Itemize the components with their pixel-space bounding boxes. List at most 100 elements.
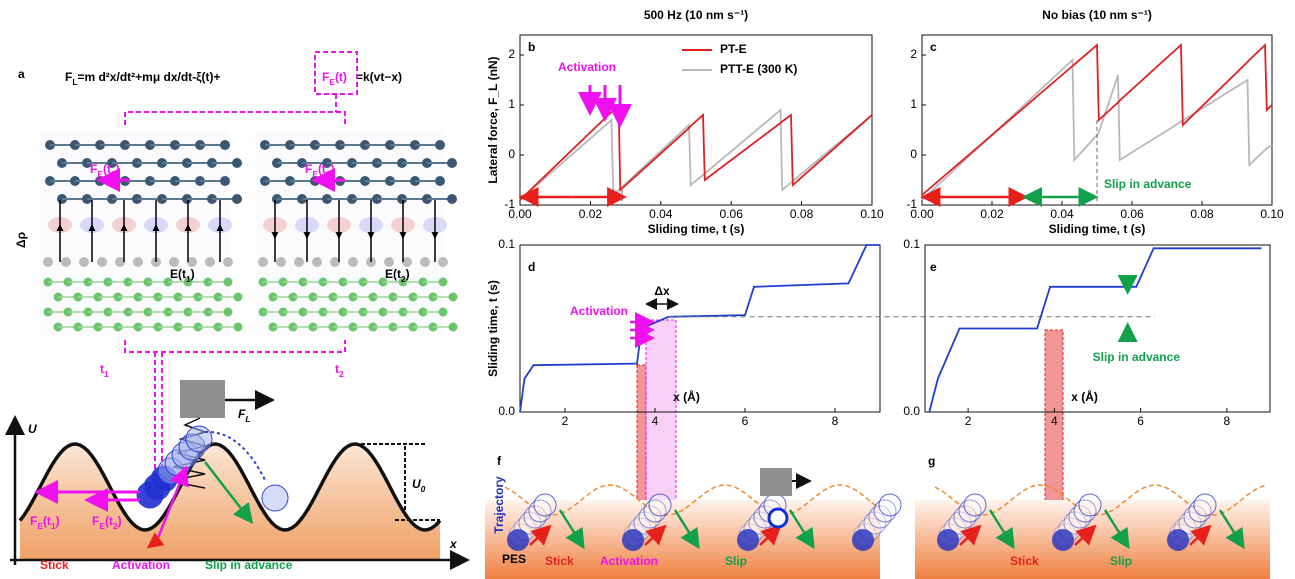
x-tick-label: 6 — [742, 414, 749, 428]
atom — [234, 293, 243, 302]
force-label-part: (t — [318, 162, 326, 176]
field-arrow: ▼ — [365, 228, 377, 242]
bracket — [125, 94, 345, 125]
equation-part: F — [65, 70, 72, 84]
atom — [61, 257, 71, 267]
panel-label: c — [930, 40, 937, 54]
field-label-part: ) — [191, 267, 195, 281]
trajectory-ghost — [879, 494, 901, 516]
trajectory-tip — [852, 529, 874, 551]
panel-label: d — [528, 260, 535, 274]
atom — [79, 257, 89, 267]
stick-label: Stick — [40, 558, 69, 572]
field-arrow: ▲ — [214, 220, 226, 234]
panel-label: e — [930, 260, 937, 274]
atom — [438, 257, 448, 267]
x-tick-label: 6 — [1137, 414, 1144, 428]
atom — [439, 308, 448, 317]
y-tick-label: 1 — [910, 97, 917, 111]
atom — [435, 140, 445, 150]
x-tick-label: 0.06 — [720, 207, 744, 221]
trajectory-tip — [737, 529, 759, 551]
atom — [232, 158, 242, 168]
trajectory-tip — [507, 529, 529, 551]
activation-label: Activation — [600, 554, 658, 568]
x-tick-label: 0.06 — [1120, 207, 1144, 221]
field-arrow: ▼ — [269, 228, 281, 242]
x-tick-label: 4 — [652, 414, 659, 428]
atom — [294, 257, 304, 267]
activation-label: Activation — [112, 558, 170, 572]
trajectory-label: Trajectory — [492, 476, 506, 534]
trajectory-tip — [1052, 529, 1074, 551]
y-axis-label: Lateral force, F_L (nN) — [486, 56, 500, 183]
stick-label: Stick — [545, 554, 574, 568]
atom — [223, 257, 233, 267]
u0-label-part: U — [412, 477, 421, 491]
atom — [205, 257, 215, 267]
atom — [220, 140, 230, 150]
time-label-part: 2 — [339, 369, 344, 379]
trajectory-ghost — [964, 494, 986, 516]
structure-image: ▼▼▼▼▼▼ — [255, 130, 458, 335]
panel-label: a — [18, 67, 25, 81]
y-tick-label: 1 — [508, 97, 515, 111]
atom — [384, 257, 394, 267]
field-arrow: ▲ — [86, 220, 98, 234]
tip-ghost — [186, 426, 212, 452]
equation-part: =m d²x/dt²+mμ dx/dt-ξ(t)+ — [77, 70, 220, 84]
trajectory-tip — [1167, 529, 1189, 551]
trajectory-ghost — [534, 494, 556, 516]
tip — [262, 485, 288, 511]
tip — [769, 509, 787, 527]
x-tick-label: 2 — [965, 414, 972, 428]
y-tick-label: 0.0 — [903, 404, 920, 418]
force-label-part: ) — [56, 514, 60, 528]
chart-title: No bias (10 nm s⁻¹) — [1042, 8, 1152, 22]
annotation: Activation — [570, 304, 628, 318]
force-label-part: F — [90, 162, 97, 176]
structure-image: ▲▲▲▲▲▲ — [40, 130, 243, 335]
x-tick-label: 0.02 — [980, 207, 1004, 221]
slip-label: Slip — [725, 554, 747, 568]
force-label-part: ) — [118, 514, 122, 528]
x-tick-label: 2 — [562, 414, 569, 428]
force-label-part: F — [30, 514, 37, 528]
annotation: Δx — [654, 284, 670, 298]
y-tick-label: 0.1 — [498, 237, 515, 251]
atom — [435, 176, 445, 186]
trajectory-ghost — [649, 494, 671, 516]
stick-label: Stick — [1010, 554, 1039, 568]
equation: =k(vt−x) — [356, 70, 402, 84]
x-tick-label: 0.10 — [860, 207, 884, 221]
y-axis-label: Sliding time, t (s) — [486, 280, 500, 377]
atom — [276, 257, 286, 267]
field-arrow: ▼ — [333, 228, 345, 242]
block — [760, 468, 792, 496]
data-line — [520, 110, 872, 200]
data-line — [520, 105, 872, 200]
force-label-part: ) — [331, 162, 335, 176]
atom — [439, 278, 448, 287]
x-tick-label: 8 — [832, 414, 839, 428]
slip-label: Slip — [1110, 554, 1132, 568]
y-tick-label: 0 — [910, 147, 917, 161]
equation-box-part: (t) — [335, 70, 347, 84]
equation: FL=m d²x/dt²+mμ dx/dt-ξ(t)+ — [65, 70, 221, 87]
data-line — [929, 248, 1261, 412]
atom — [447, 158, 457, 168]
field-label-part: E(t — [385, 267, 401, 281]
pes-label: PES — [502, 552, 526, 566]
time-label: t1 — [100, 362, 109, 379]
x-axis-label: x (Å) — [673, 389, 700, 404]
y-tick-label: 2 — [910, 47, 917, 61]
atom — [97, 257, 107, 267]
x-tick-label: 0.10 — [1260, 207, 1284, 221]
x-tick-label: 4 — [1051, 414, 1058, 428]
trajectory-tip — [937, 529, 959, 551]
field-label-part: ) — [406, 267, 410, 281]
atom — [232, 194, 242, 204]
y-tick-label: -1 — [906, 197, 917, 211]
u0-label: U0 — [412, 477, 426, 494]
trajectory-ghost — [1079, 494, 1101, 516]
